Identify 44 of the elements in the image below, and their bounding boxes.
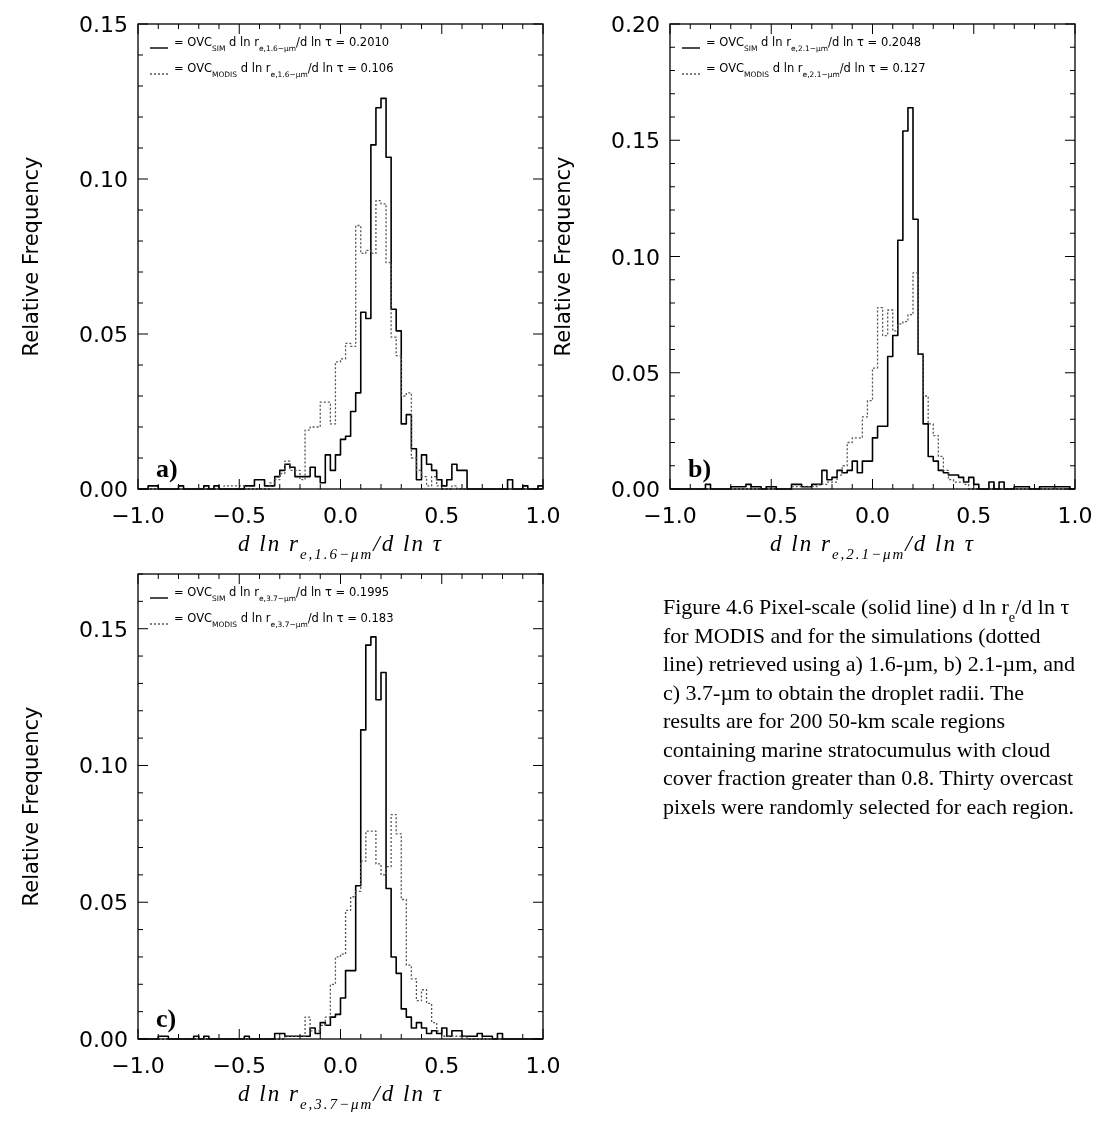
y-tick-label: 0.20 bbox=[611, 12, 660, 37]
annotation: a) bbox=[156, 454, 178, 483]
y-tick-label: 0.00 bbox=[611, 477, 660, 502]
x-tick-label: −0.5 bbox=[212, 503, 266, 528]
x-tick-label: −1.0 bbox=[111, 503, 165, 528]
x-tick-label: −1.0 bbox=[111, 1053, 165, 1078]
y-axis-title: Relative Frequency bbox=[19, 706, 43, 907]
x-tick-label: 0.0 bbox=[323, 503, 358, 528]
x-axis-title: d ln r$_{e,1.6−μm}$/d ln τ bbox=[238, 531, 443, 562]
x-axis-title: d ln r$_{e,2.1−μm}$/d ln τ bbox=[770, 531, 975, 562]
x-tick-label: −0.5 bbox=[212, 1053, 266, 1078]
y-tick-label: 0.00 bbox=[79, 477, 128, 502]
legend-label: = OVC$_{MODIS}$ d ln r$_{e,1.6−μm}$/d ln τ = 0.106 bbox=[174, 61, 394, 79]
annotation: b) bbox=[688, 454, 712, 483]
x-tick-label: 0.0 bbox=[855, 503, 890, 528]
legend-label: = OVC$_{MODIS}$ d ln r$_{e,3.7−μm}$/d ln τ = 0.183 bbox=[174, 611, 394, 629]
y-axis-title: Relative Frequency bbox=[551, 156, 575, 357]
y-tick-label: 0.00 bbox=[79, 1027, 128, 1052]
x-tick-label: 0.5 bbox=[424, 503, 460, 528]
x-tick-label: 0.5 bbox=[424, 1053, 460, 1078]
legend-label: = OVC$_{SIM}$ d ln r$_{e,1.6−μm}$/d ln τ = 0.2010 bbox=[174, 35, 390, 53]
x-tick-label: 1.0 bbox=[525, 1053, 561, 1078]
y-tick-label: 0.10 bbox=[611, 244, 660, 270]
y-tick-label: 0.15 bbox=[611, 128, 660, 154]
y-tick-label: 0.15 bbox=[79, 12, 128, 37]
annotation: c) bbox=[156, 1004, 177, 1033]
y-tick-label: 0.10 bbox=[79, 167, 128, 192]
x-tick-label: 0.0 bbox=[323, 1053, 358, 1078]
x-tick-label: −1.0 bbox=[643, 503, 697, 528]
y-tick-label: 0.10 bbox=[79, 753, 128, 779]
legend-label: = OVC$_{SIM}$ d ln r$_{e,3.7−μm}$/d ln τ = 0.1995 bbox=[174, 585, 390, 603]
x-tick-label: 0.5 bbox=[956, 503, 992, 528]
y-tick-label: 0.05 bbox=[611, 360, 660, 386]
x-tick-label: 1.0 bbox=[1057, 503, 1093, 528]
x-tick-label: 1.0 bbox=[525, 503, 561, 528]
y-tick-label: 0.05 bbox=[79, 322, 128, 347]
legend-label: = OVC$_{SIM}$ d ln r$_{e,2.1−μm}$/d ln τ = 0.2048 bbox=[706, 35, 922, 53]
y-tick-label: 0.15 bbox=[79, 616, 128, 642]
y-tick-label: 0.05 bbox=[79, 890, 128, 916]
y-axis-title: Relative Frequency bbox=[19, 156, 43, 357]
x-axis-title: d ln r$_{e,3.7−μm}$/d ln τ bbox=[238, 1081, 443, 1112]
x-tick-label: −0.5 bbox=[744, 503, 798, 528]
legend-label: = OVC$_{MODIS}$ d ln r$_{e,2.1−μm}$/d ln τ = 0.127 bbox=[706, 61, 926, 79]
text: Figure 4.6 Pixel-scale (solid line) d ln r$_{e}$/d ln τ for MODIS and for the simulations (dotted line) retrieved using a) 1.6-µm, b) 2.1-µm, and c) 3.7-µm to obtain the droplet radii. The results are for 200 50-km scale regions containing marine stratocumulus with cloud cover fraction greater than 0.8. Thirty overcast pixels were randomly selected for each region. bbox=[663, 594, 1076, 819]
